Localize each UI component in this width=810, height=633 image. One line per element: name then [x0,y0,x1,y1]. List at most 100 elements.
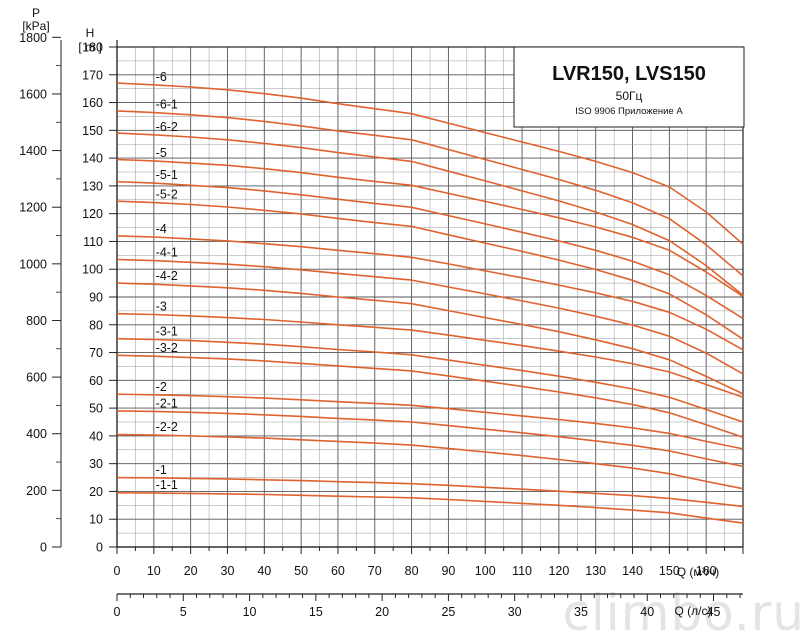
curve-stage-3 [116,312,744,399]
curve-stage-4 [116,235,744,351]
flow-ls-tick-label: 30 [508,605,522,619]
flow-ls-tick-label: 25 [441,605,455,619]
curve-label: -5-1 [156,168,178,182]
head-tick-label: 30 [89,457,103,471]
curve-stage-5-2 [116,200,744,340]
curve-label: -3 [156,300,167,314]
curve-label: -3-2 [156,341,178,355]
head-tick-label: 100 [82,263,103,277]
curve-stage-2-2 [116,433,744,490]
head-tick-label: 50 [89,402,103,416]
curve-stage-1 [116,476,744,508]
head-tick-label: 70 [89,346,103,360]
chart-standard: ISO 9906 Приложение А [575,106,683,117]
head-tick-label: 40 [89,429,103,443]
pressure-axis-title: P [32,6,40,20]
head-tick-label: 120 [82,207,103,221]
curve-label: -6-2 [156,120,178,134]
flow-tick-label: 90 [441,564,455,578]
head-tick-label: 110 [83,235,103,249]
head-tick-label: 0 [96,541,103,555]
head-tick-label: 10 [89,513,103,527]
head-tick-label: 20 [89,485,103,499]
pressure-tick-label: 600 [26,371,47,385]
title-box: LVR150, LVS150 50Гц ISO 9906 Приложение … [513,46,745,128]
pressure-tick-label: 400 [26,427,47,441]
head-tick-label: 80 [89,318,103,332]
curve-stage-6-1 [116,110,744,277]
head-tick-label: 160 [82,96,103,110]
curve-label: -2-1 [156,396,178,410]
head-tick-label: 90 [89,291,103,305]
flow-ls-tick-label: 35 [574,605,588,619]
watermark: climbo.ru [562,584,805,633]
flow-ls-axis-title: Q (л/с) [675,604,712,618]
head-tick-label: 60 [89,374,103,388]
pressure-tick-label: 1000 [19,257,47,271]
head-tick-label: 140 [82,152,103,166]
flow-tick-label: 80 [405,564,419,578]
pressure-tick-label: 1200 [19,201,47,215]
flow-tick-label: 30 [221,564,235,578]
flow-tick-label: 60 [331,564,345,578]
curve-label: -1-1 [156,478,178,492]
chart-title: LVR150, LVS150 [552,63,706,85]
pressure-tick-label: 1600 [19,87,47,101]
flow-tick-label: 100 [475,564,496,578]
pressure-tick-label: 0 [40,541,47,555]
pressure-axis-unit: [kPa] [22,19,49,33]
curve-label: -5 [156,146,167,160]
curve-label: -4 [156,222,167,236]
curve-label: -6-1 [156,98,178,112]
curve-stage-2 [116,393,744,450]
curve-stage-4-2 [116,282,744,395]
flow-tick-label: 20 [184,564,198,578]
head-axis-unit: [ m ] [78,40,101,54]
curve-stage-6 [116,82,744,245]
flow-tick-label: 150 [659,564,680,578]
flow-tick-label: 50 [294,564,308,578]
flow-tick-label: 110 [512,564,532,578]
pressure-tick-label: 800 [26,314,47,328]
curve-label: -3-1 [156,325,178,339]
curve-stage-6-2 [116,132,744,296]
curve-label: -1 [156,463,167,477]
curve-label: -4-1 [156,246,178,260]
flow-tick-label: 70 [368,564,382,578]
curve-stage-3-1 [116,337,744,423]
flow-ls-tick-label: 45 [707,605,721,619]
chart-subtitle: 50Гц [616,89,643,103]
performance-curves [116,82,744,524]
flow-tick-label: 130 [585,564,606,578]
bottom-axes: Q (м³/ч) climbo.ru Q (л/с) 0 10 20 30 40 50 60… [114,546,805,633]
flow-tick-label: 40 [257,564,271,578]
head-tick-label: 180 [82,41,103,55]
curve-label: -2 [156,380,167,394]
flow-tick-label: 10 [147,564,161,578]
curve-label: -5-2 [156,188,178,202]
head-axis-title: H [86,26,95,40]
flow-ls-tick-label: 10 [243,605,257,619]
curve-stage-4-1 [116,258,744,375]
curve-stage-1-1 [116,492,744,524]
flow-ls-tick-label: 15 [309,605,323,619]
curve-labels: -6 -6-1 -6-2 -5 -5-1 -5-2 -4 -4-1 -4-2 -3 -3-1 -3-2… [156,70,178,492]
pressure-tick-label: 200 [26,484,47,498]
head-tick-label: 170 [82,68,103,82]
flow-tick-label: 0 [114,564,121,578]
flow-ls-tick-label: 20 [375,605,389,619]
curve-stage-5 [116,158,744,298]
flow-ls-tick-label: 0 [114,605,121,619]
curve-stage-5-1 [116,180,744,320]
curve-label: -4-2 [156,269,178,283]
curve-label: -2-2 [156,420,178,434]
flow-tick-label: 160 [696,564,717,578]
curve-stage-2-1 [116,410,744,468]
head-tick-label: 130 [82,179,103,193]
flow-ls-tick-label: 40 [640,605,654,619]
flow-tick-label: 140 [622,564,643,578]
pressure-tick-label: 1800 [19,31,47,45]
flow-ls-tick-label: 5 [180,605,187,619]
left-axes: P [kPa] H [ m ] 0 10 20 30 40 50 60 70 80 90 100 11… [19,6,118,555]
